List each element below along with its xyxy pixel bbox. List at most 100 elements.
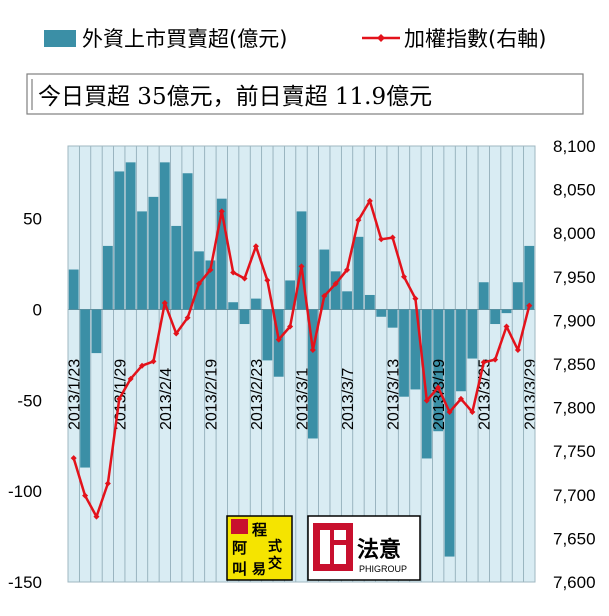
bar bbox=[296, 211, 307, 310]
logo-left-char-1: 阿 bbox=[232, 539, 247, 557]
bar bbox=[205, 260, 216, 310]
index-point bbox=[127, 375, 134, 382]
index-point bbox=[139, 362, 146, 369]
bar bbox=[387, 309, 398, 328]
legend: 外資上市買賣超(億元) 加權指數(右軸) bbox=[44, 27, 546, 51]
index-point bbox=[150, 358, 157, 365]
right-tick-label: 7,650 bbox=[553, 529, 596, 548]
index-point bbox=[366, 197, 373, 204]
logo-right-seal-icon bbox=[313, 523, 353, 571]
index-point bbox=[173, 330, 180, 337]
bar bbox=[159, 162, 170, 310]
index-point bbox=[161, 299, 168, 306]
index-point bbox=[469, 408, 476, 415]
legend-line-marker bbox=[377, 34, 385, 42]
bar bbox=[490, 309, 501, 325]
bar bbox=[478, 282, 489, 310]
bar bbox=[251, 298, 261, 310]
right-tick-label: 7,850 bbox=[553, 355, 596, 374]
index-point bbox=[264, 277, 271, 284]
x-tick-label: 2013/3/1 bbox=[295, 368, 312, 430]
right-tick-label: 7,600 bbox=[553, 573, 596, 592]
left-tick-label: 0 bbox=[33, 301, 42, 320]
line-series bbox=[70, 197, 533, 520]
bar bbox=[114, 171, 125, 310]
bar bbox=[342, 291, 352, 310]
bar bbox=[171, 225, 182, 310]
index-point bbox=[457, 395, 464, 402]
bar-series bbox=[68, 162, 535, 557]
right-tick-label: 7,900 bbox=[553, 311, 596, 330]
index-point bbox=[446, 408, 453, 415]
left-tick-label: -150 bbox=[8, 573, 42, 592]
x-tick-label: 2013/2/4 bbox=[158, 368, 175, 430]
index-point bbox=[435, 384, 442, 391]
index-point bbox=[230, 269, 237, 276]
index-point bbox=[207, 266, 214, 273]
right-tick-label: 8,000 bbox=[553, 224, 596, 243]
plot-frame bbox=[67, 145, 536, 583]
index-point bbox=[321, 292, 328, 299]
bar bbox=[125, 162, 136, 310]
bar bbox=[148, 196, 159, 310]
index-point bbox=[389, 234, 396, 241]
index-point bbox=[275, 336, 282, 343]
bar bbox=[364, 294, 375, 310]
index-point bbox=[252, 243, 259, 250]
logo-left: 阿 叫 程 式 交 易 bbox=[226, 515, 293, 581]
x-axis-tick-labels: 2013/1/23 2013/1/29 2013/2/4 2013/2/19 2013/… bbox=[67, 359, 540, 430]
x-tick-label: 2013/3/19 bbox=[431, 359, 448, 430]
bar bbox=[467, 309, 478, 359]
bar bbox=[376, 309, 387, 317]
bar bbox=[501, 309, 512, 314]
index-point bbox=[355, 217, 362, 224]
index-point bbox=[195, 280, 202, 287]
index-point bbox=[401, 273, 408, 280]
gridlines bbox=[68, 146, 535, 582]
index-point bbox=[332, 280, 339, 287]
logo-left-char-6: 易 bbox=[252, 562, 266, 578]
index-point bbox=[218, 208, 225, 215]
index-point bbox=[287, 323, 294, 330]
bar bbox=[353, 236, 364, 310]
bar bbox=[319, 249, 330, 310]
left-tick-label: -50 bbox=[17, 391, 42, 410]
bar bbox=[239, 309, 250, 325]
x-tick-label: 2013/2/19 bbox=[203, 359, 220, 430]
logo-left-char-5: 交 bbox=[268, 555, 282, 572]
bar bbox=[102, 245, 113, 310]
index-point bbox=[82, 492, 89, 499]
bar bbox=[307, 309, 318, 439]
left-axis: 50 0 -50 -100 -150 bbox=[8, 210, 42, 592]
bar bbox=[444, 309, 455, 557]
index-point bbox=[70, 455, 77, 462]
legend-bar-label: 外資上市買賣超(億元) bbox=[82, 27, 287, 51]
left-tick-label: -100 bbox=[8, 482, 42, 501]
x-tick-label: 2013/3/29 bbox=[522, 359, 539, 430]
legend-bar-swatch bbox=[44, 30, 76, 47]
index-point bbox=[104, 480, 111, 487]
index-point bbox=[378, 236, 385, 243]
logo-left-char-2: 叫 bbox=[232, 560, 247, 578]
bar bbox=[91, 309, 102, 354]
logo-left-char-3: 程 bbox=[252, 521, 267, 539]
bar bbox=[524, 245, 535, 310]
index-point bbox=[298, 263, 305, 270]
bar bbox=[80, 309, 90, 468]
logo-left-seal-icon bbox=[231, 519, 248, 534]
bar bbox=[262, 309, 273, 361]
x-tick-label: 2013/2/23 bbox=[249, 359, 266, 430]
bar bbox=[410, 309, 421, 390]
bar bbox=[421, 309, 432, 459]
bar bbox=[433, 309, 444, 432]
index-point bbox=[423, 397, 430, 404]
bar bbox=[456, 309, 466, 392]
bar bbox=[182, 173, 193, 310]
legend-line-label: 加權指數(右軸) bbox=[404, 27, 546, 51]
right-tick-label: 7,800 bbox=[553, 399, 596, 418]
x-tick-label: 2013/3/13 bbox=[386, 359, 403, 430]
index-point bbox=[241, 275, 248, 282]
bar bbox=[399, 309, 409, 397]
bar bbox=[273, 309, 284, 377]
